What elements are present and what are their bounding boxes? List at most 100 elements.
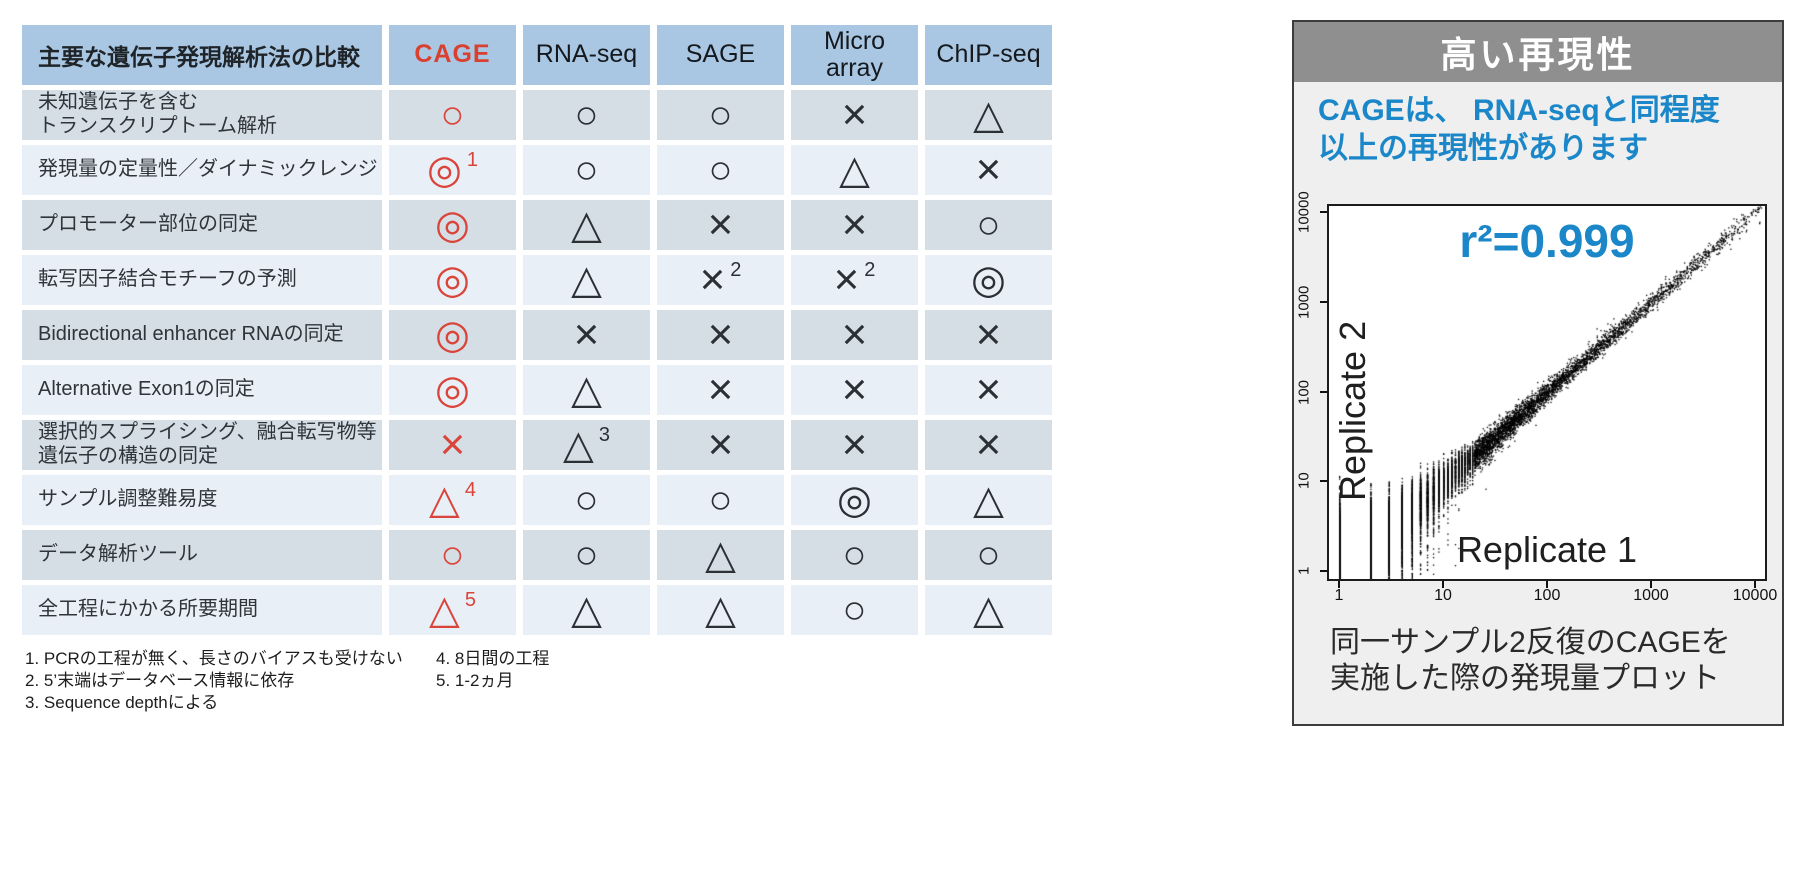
rating-cell: △	[657, 585, 784, 635]
comparison-table: 主要な遺伝子発現解析法の比較 CAGE RNA-seq SAGE Micro array…	[22, 25, 1052, 635]
x-tick-label: 10	[1434, 587, 1452, 604]
y-tick-mark	[1320, 211, 1327, 213]
y-tick-label: 1000	[1295, 285, 1313, 319]
circle-symbol: ○	[842, 533, 867, 577]
rating-cell: ○	[523, 530, 650, 580]
column-header-rna-seq: RNA-seq	[523, 25, 650, 85]
double-circle-symbol: ◎	[971, 258, 1006, 302]
y-tick-mark	[1320, 390, 1327, 393]
cross-symbol: ×	[573, 310, 600, 359]
triangle-symbol: △	[705, 588, 736, 632]
circle-symbol: ○	[976, 203, 1001, 247]
circle-symbol: ○	[708, 93, 733, 137]
circle-symbol: ○	[842, 588, 867, 632]
triangle-symbol: △	[563, 423, 594, 467]
circle-symbol: ○	[440, 93, 465, 137]
cross-symbol: ×	[975, 145, 1002, 194]
rating-cell: ○	[657, 145, 784, 195]
cross-symbol: ×	[841, 90, 868, 139]
triangle-symbol: △	[571, 203, 602, 247]
rating-cell: ◎	[925, 255, 1052, 305]
x-tick-label: 1000	[1633, 587, 1669, 604]
row-label: データ解析ツール	[22, 530, 382, 580]
triangle-symbol: △	[571, 368, 602, 412]
panel-message: CAGEは、 RNA-seqと同程度 以上の再現性があります	[1318, 92, 1776, 167]
rating-cell: × 2	[791, 255, 918, 305]
column-header-chip-seq: ChIP-seq	[925, 25, 1052, 85]
rating-cell: ◎	[389, 200, 516, 250]
column-header-sage: SAGE	[657, 25, 784, 85]
rating-cell: ×	[657, 200, 784, 250]
cross-symbol: ×	[699, 255, 726, 304]
footnotes-column-2: 4. 8日間の工程 5. 1-2ヵ月	[436, 648, 549, 692]
rating-cell: △	[925, 475, 1052, 525]
rating-cell: × 2	[657, 255, 784, 305]
rating-cell: △	[523, 200, 650, 250]
column-header-cage: CAGE	[389, 25, 516, 85]
cross-symbol: ×	[707, 200, 734, 249]
rating-cell: ○	[523, 90, 650, 140]
plot-caption-line-1: 同一サンプル2反復のCAGEを	[1330, 626, 1731, 659]
footnote-1: 1. PCRの工程が無く、長さのバイアスも受けない	[25, 649, 403, 668]
circle-symbol: ○	[976, 533, 1001, 577]
triangle-symbol: △	[705, 533, 736, 577]
x-tick-mark	[1442, 581, 1444, 588]
rating-cell: ×	[791, 310, 918, 360]
cross-symbol: ×	[707, 420, 734, 469]
rating-cell: ○	[791, 585, 918, 635]
y-tick-label: 10000	[1295, 191, 1313, 233]
rating-cell: ○	[389, 90, 516, 140]
y-tick-label: 10	[1295, 472, 1313, 490]
triangle-symbol: △	[429, 478, 460, 522]
cross-symbol: ×	[841, 310, 868, 359]
cross-symbol: ×	[707, 310, 734, 359]
rating-cell: ○	[657, 475, 784, 525]
rating-cell: ×	[791, 200, 918, 250]
double-circle-symbol: ◎	[837, 478, 872, 522]
circle-symbol: ○	[574, 148, 599, 192]
rating-cell: ×	[657, 310, 784, 360]
y-tick-label: 1	[1295, 566, 1313, 576]
double-circle-symbol: ◎	[435, 368, 470, 412]
rating-cell: ×	[925, 420, 1052, 470]
rating-cell: ○	[523, 145, 650, 195]
y-tick-mark	[1320, 480, 1327, 483]
rating-cell: ◎	[389, 365, 516, 415]
column-header-micro-array: Micro array	[791, 25, 918, 85]
y-tick-label: 100	[1295, 378, 1313, 405]
rating-cell: ○	[657, 90, 784, 140]
rating-cell: ◎ 1	[389, 145, 516, 195]
table-title: 主要な遺伝子発現解析法の比較	[22, 25, 382, 85]
rating-cell: ◎	[389, 310, 516, 360]
row-label: 転写因子結合モチーフの予測	[22, 255, 382, 305]
cross-symbol: ×	[439, 420, 466, 469]
circle-symbol: ○	[574, 478, 599, 522]
footnote-3: 3. Sequence depthによる	[25, 693, 219, 712]
triangle-symbol: △	[429, 588, 460, 632]
rating-cell: △	[925, 90, 1052, 140]
cross-symbol: ×	[975, 310, 1002, 359]
rating-cell: △ 3	[523, 420, 650, 470]
triangle-symbol: △	[973, 588, 1004, 632]
x-tick-mark	[1650, 581, 1652, 588]
rating-cell: △ 5	[389, 585, 516, 635]
x-tick-mark	[1338, 581, 1340, 588]
rating-cell: ×	[657, 365, 784, 415]
rating-cell: ×	[389, 420, 516, 470]
scatter-plot: r²=0.999 Replicate 2 Replicate 1 1 10 100 1…	[1296, 191, 1778, 604]
rating-cell: ×	[791, 420, 918, 470]
triangle-symbol: △	[973, 478, 1004, 522]
rating-cell: ×	[523, 310, 650, 360]
rating-cell: ×	[925, 310, 1052, 360]
circle-symbol: ○	[708, 478, 733, 522]
triangle-symbol: △	[973, 93, 1004, 137]
rating-cell: △	[523, 255, 650, 305]
y-axis-label: Replicate 2	[1332, 320, 1373, 502]
rating-cell: ×	[657, 420, 784, 470]
rating-cell: ×	[925, 145, 1052, 195]
panel-message-line-2: 以上の再現性があります	[1318, 131, 1648, 165]
rating-cell: ○	[389, 530, 516, 580]
rating-cell: △	[791, 145, 918, 195]
cross-symbol: ×	[975, 420, 1002, 469]
rating-cell: ×	[791, 365, 918, 415]
